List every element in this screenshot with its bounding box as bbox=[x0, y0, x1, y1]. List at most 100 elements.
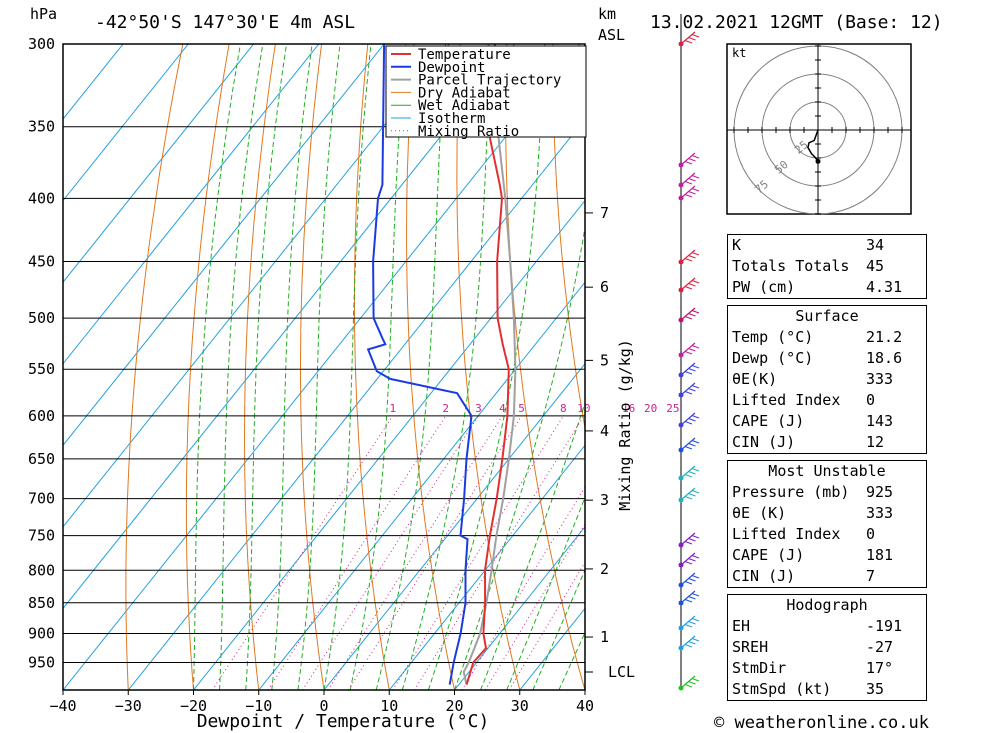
wind-barb bbox=[680, 31, 696, 45]
wind-barb bbox=[680, 307, 696, 321]
hodograph-stat-row: SREH -27 bbox=[728, 637, 927, 658]
wind-barb bbox=[680, 277, 696, 291]
wind-barb bbox=[680, 590, 696, 604]
pressure-unit-label: hPa bbox=[30, 5, 57, 23]
wind-barb-feather bbox=[691, 468, 700, 472]
mixing-ratio-line bbox=[211, 415, 394, 690]
wind-barb-feather bbox=[688, 178, 696, 182]
wind-barb-feather bbox=[684, 624, 693, 628]
pressure-tick-label: 350 bbox=[28, 118, 55, 136]
pressure-tick-label: 650 bbox=[28, 450, 55, 468]
surface-row: Lifted Index 0 bbox=[728, 390, 927, 411]
km-tick-label: 4 bbox=[600, 422, 609, 440]
wind-barb bbox=[680, 465, 696, 479]
wind-barb-feather bbox=[691, 490, 700, 494]
legend-entry: Isotherm bbox=[418, 111, 485, 127]
height-unit-label-asl: ASL bbox=[598, 26, 625, 44]
surface-value: 0 bbox=[866, 391, 876, 409]
isotherm-line bbox=[63, 44, 385, 447]
surface-value: 21.2 bbox=[866, 328, 903, 346]
wet-adiabat-line bbox=[401, 44, 493, 690]
wind-barb bbox=[680, 185, 696, 199]
wind-barb-feather bbox=[684, 316, 693, 320]
isotherm-line bbox=[323, 362, 585, 690]
x-tick-label: 40 bbox=[576, 697, 594, 715]
hodograph-ring-label: 50 bbox=[772, 158, 791, 176]
pressure-tick-label: 450 bbox=[28, 253, 55, 271]
wet-adiabat-line bbox=[193, 44, 241, 690]
wind-barb-feather bbox=[688, 418, 696, 422]
wind-barb-feather bbox=[684, 599, 693, 603]
wind-barb-feather bbox=[684, 561, 693, 565]
isotherm-line bbox=[127, 118, 585, 690]
x-tick-label: −10 bbox=[245, 697, 272, 715]
mixing-ratio-line bbox=[508, 561, 585, 690]
isotherm-line bbox=[63, 44, 320, 365]
isotherm-line bbox=[63, 44, 450, 528]
surface-row: CAPE (J) 143 bbox=[728, 411, 927, 432]
wind-barb-feather bbox=[691, 345, 700, 349]
wind-barb bbox=[680, 152, 696, 166]
wind-barb bbox=[680, 615, 696, 629]
wind-barb-feather bbox=[688, 493, 696, 497]
isotherm-line bbox=[258, 281, 585, 690]
x-tick-label: 20 bbox=[445, 697, 463, 715]
wind-barb-feather bbox=[688, 37, 696, 41]
most-unstable-table: Most Unstable Pressure (mb) 925 θE (K) 333 L… bbox=[727, 460, 927, 588]
wind-barb-feather bbox=[688, 388, 696, 392]
pressure-tick-label: 750 bbox=[28, 527, 55, 545]
index-label: K bbox=[732, 236, 742, 254]
most-unstable-label: Pressure (mb) bbox=[732, 483, 850, 501]
wind-barb bbox=[680, 635, 696, 649]
wind-barb-feather bbox=[691, 678, 700, 682]
wind-barb-feather bbox=[684, 258, 693, 262]
most-unstable-row: CIN (J) 7 bbox=[728, 566, 927, 588]
wet-adiabat-line bbox=[349, 44, 407, 690]
isotherm-line bbox=[454, 526, 585, 690]
wind-barb bbox=[680, 362, 696, 376]
wind-barb-feather bbox=[684, 181, 693, 185]
wind-barb-feather bbox=[688, 313, 696, 317]
pressure-tick-label: 950 bbox=[28, 653, 55, 671]
plot-frame bbox=[62, 43, 586, 691]
hodograph-stat-label: EH bbox=[732, 617, 751, 635]
x-tick-label: −40 bbox=[49, 697, 76, 715]
height-unit-label: km bbox=[598, 5, 616, 23]
isotherm-line bbox=[63, 44, 515, 610]
wind-barb-feather bbox=[691, 252, 700, 256]
most-unstable-title: Most Unstable bbox=[768, 462, 886, 480]
legend-entry: Dewpoint bbox=[418, 60, 485, 76]
km-tick-label: 7 bbox=[600, 204, 609, 222]
pressure-tick-label: 800 bbox=[28, 561, 55, 579]
x-tick-label: 0 bbox=[319, 697, 328, 715]
mixing-ratio-label: 8 bbox=[560, 402, 567, 415]
most-unstable-row: Pressure (mb) 925 bbox=[728, 482, 927, 503]
wind-barb-feather bbox=[691, 175, 700, 179]
x-axis-label: Dewpoint / Temperature (°C) bbox=[197, 711, 490, 732]
mixing-ratio-label: 4 bbox=[499, 402, 506, 415]
dry-adiabat-line bbox=[923, 44, 1000, 690]
wind-barb-feather bbox=[691, 440, 700, 444]
wind-barb bbox=[680, 172, 696, 186]
most-unstable-label: CIN (J) bbox=[732, 567, 796, 585]
index-value: 4.31 bbox=[866, 278, 903, 296]
mixing-ratio-label: 20 bbox=[644, 402, 657, 415]
wind-barb bbox=[680, 675, 696, 689]
wind-barb-feather bbox=[691, 34, 700, 38]
sounding-profiles bbox=[366, 44, 517, 685]
most-unstable-value: 333 bbox=[866, 504, 894, 522]
most-unstable-value: 925 bbox=[866, 483, 894, 501]
legend-entry: Dry Adiabat bbox=[418, 85, 511, 101]
dry-adiabat-line bbox=[125, 44, 184, 690]
legend-entry: Mixing Ratio bbox=[418, 124, 519, 140]
pressure-tick-label: 400 bbox=[28, 189, 55, 207]
surface-row: Temp (°C) 21.2 bbox=[728, 327, 927, 348]
hodograph-stat-label: StmSpd (kt) bbox=[732, 680, 832, 698]
surface-label: Lifted Index bbox=[732, 391, 841, 409]
most-unstable-value: 7 bbox=[866, 567, 876, 585]
wind-barb-feather bbox=[691, 280, 700, 284]
surface-value: 18.6 bbox=[866, 349, 903, 367]
wind-barb-feather bbox=[684, 474, 693, 478]
dry-adiabat-line bbox=[969, 44, 1000, 690]
wind-barb-feather bbox=[684, 40, 693, 44]
